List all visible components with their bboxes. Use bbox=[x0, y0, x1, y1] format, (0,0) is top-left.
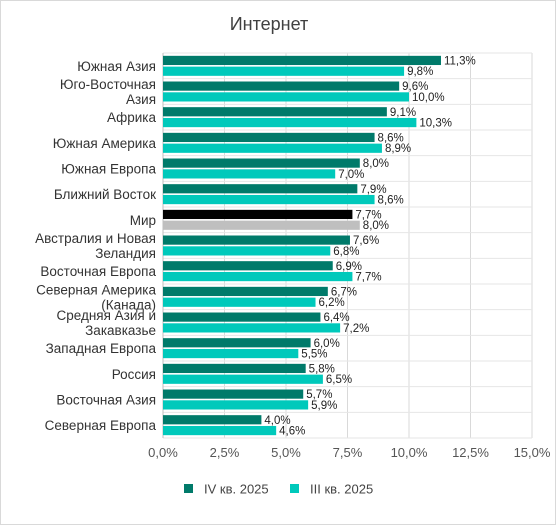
category-label: Юго-Восточная bbox=[60, 77, 156, 92]
data-label: 4,0% bbox=[264, 415, 290, 427]
data-label: 7,2% bbox=[343, 323, 369, 335]
category-label: (Канада) bbox=[101, 297, 156, 312]
x-tick-label: 7,5% bbox=[333, 445, 363, 460]
data-label: 8,0% bbox=[363, 158, 389, 170]
data-label: 6,5% bbox=[326, 374, 352, 386]
bar bbox=[163, 194, 375, 205]
legend-swatch bbox=[290, 484, 299, 493]
bars bbox=[163, 55, 441, 436]
data-label: 7,6% bbox=[353, 235, 379, 247]
category-label: Восточная Европа bbox=[40, 264, 156, 279]
bar bbox=[163, 117, 417, 128]
chart-title: Интернет bbox=[230, 14, 309, 34]
gridlines bbox=[162, 52, 533, 439]
data-label: 4,6% bbox=[279, 426, 305, 438]
bar bbox=[163, 169, 336, 179]
data-label: 8,6% bbox=[378, 132, 404, 144]
x-tick-label: 12,5% bbox=[452, 445, 489, 460]
data-label: 8,9% bbox=[385, 143, 411, 155]
category-label: Южная Америка bbox=[53, 136, 157, 151]
category-label: Южная Азия bbox=[77, 59, 156, 74]
bar bbox=[163, 81, 400, 91]
data-label: 7,7% bbox=[355, 272, 381, 284]
bar bbox=[163, 132, 375, 143]
data-label: 6,0% bbox=[314, 338, 340, 350]
data-label: 8,6% bbox=[378, 195, 404, 207]
data-label: 9,6% bbox=[402, 81, 428, 93]
bar bbox=[163, 338, 311, 348]
x-tick-label: 2,5% bbox=[210, 445, 240, 460]
data-label: 10,3% bbox=[419, 118, 452, 130]
bar bbox=[163, 348, 299, 359]
category-label: Северная Америка bbox=[36, 282, 156, 297]
bar bbox=[163, 107, 387, 117]
data-label: 5,7% bbox=[306, 389, 332, 401]
bar bbox=[163, 220, 360, 230]
data-label: 5,8% bbox=[309, 363, 335, 375]
bar bbox=[163, 312, 321, 322]
bar bbox=[163, 323, 341, 333]
category-label: Восточная Азия bbox=[56, 393, 156, 408]
bar bbox=[163, 286, 328, 297]
category-label: Ближний Восток bbox=[54, 187, 156, 202]
bar bbox=[163, 271, 353, 282]
x-tick-label: 15,0% bbox=[514, 445, 551, 460]
bar bbox=[163, 389, 304, 399]
category-label: Южная Европа bbox=[61, 162, 156, 177]
bar bbox=[163, 143, 382, 153]
category-label: Мир bbox=[130, 213, 156, 228]
bar bbox=[163, 66, 405, 76]
data-labels: 11,3%9,8%9,6%10,0%9,1%10,3%8,6%8,9%8,0%7… bbox=[264, 55, 475, 437]
bar bbox=[163, 235, 350, 245]
category-label: Северная Европа bbox=[45, 418, 157, 433]
category-label: Зеландия bbox=[95, 246, 156, 261]
bar bbox=[163, 363, 306, 374]
category-label: Россия bbox=[112, 367, 156, 382]
legend-swatch bbox=[184, 484, 193, 493]
data-label: 5,5% bbox=[301, 349, 327, 361]
data-label: 6,4% bbox=[323, 312, 349, 324]
bar bbox=[163, 425, 277, 436]
x-tick-label: 10,0% bbox=[391, 445, 428, 460]
data-label: 7,9% bbox=[360, 184, 386, 196]
bar bbox=[163, 400, 309, 410]
category-label: Азия bbox=[126, 92, 156, 107]
data-label: 6,2% bbox=[319, 297, 345, 309]
bar bbox=[163, 209, 353, 220]
data-label: 6,7% bbox=[331, 286, 357, 298]
x-tick-label: 5,0% bbox=[271, 445, 301, 460]
legend: IV кв. 2025 III кв. 2025 bbox=[184, 482, 373, 497]
bar bbox=[163, 297, 316, 307]
category-label: Средняя Азия и bbox=[56, 308, 156, 323]
bar bbox=[163, 246, 331, 256]
bar bbox=[163, 261, 333, 271]
bar bbox=[163, 55, 441, 66]
category-label: Закавказье bbox=[85, 323, 156, 338]
x-axis-ticks: 0,0% 2,5% 5,0% 7,5% 10,0% 12,5% 15,0% bbox=[148, 445, 551, 460]
bar bbox=[163, 158, 360, 168]
bar bbox=[163, 92, 409, 102]
data-label: 10,0% bbox=[412, 92, 445, 104]
category-label: Африка bbox=[107, 110, 157, 125]
data-label: 6,8% bbox=[333, 246, 359, 258]
category-label: Австралия и Новая bbox=[35, 231, 156, 246]
data-label: 7,0% bbox=[338, 169, 364, 181]
category-label: Западная Европа bbox=[46, 341, 157, 356]
data-label: 6,9% bbox=[336, 261, 362, 273]
data-label: 7,7% bbox=[355, 209, 381, 221]
data-label: 11,3% bbox=[444, 55, 476, 67]
data-label: 9,8% bbox=[407, 66, 433, 78]
legend-label: IV кв. 2025 bbox=[204, 482, 269, 497]
bar bbox=[163, 374, 323, 384]
data-label: 8,0% bbox=[363, 220, 389, 232]
x-tick-label: 0,0% bbox=[148, 445, 178, 460]
bar bbox=[163, 184, 358, 194]
data-label: 5,9% bbox=[311, 400, 337, 412]
data-label: 9,1% bbox=[390, 107, 416, 119]
bar bbox=[163, 415, 262, 425]
legend-label: III кв. 2025 bbox=[310, 482, 373, 497]
